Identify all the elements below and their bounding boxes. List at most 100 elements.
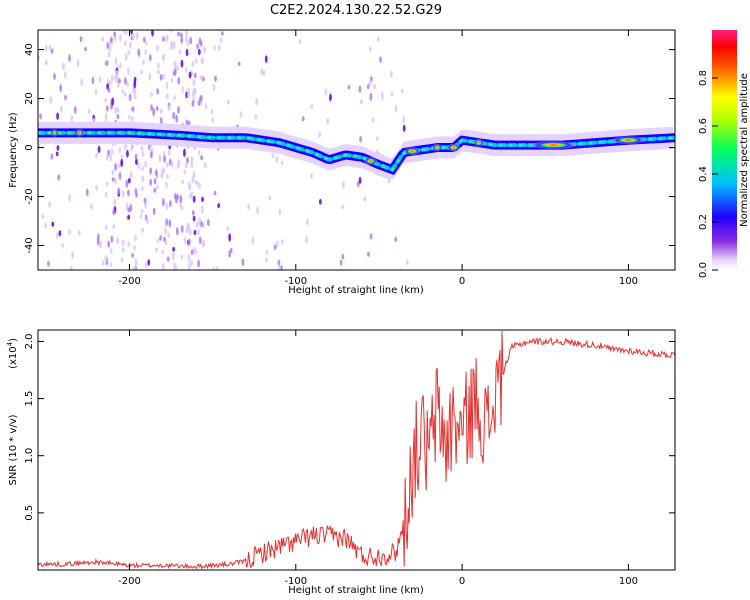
spectrogram-noise-dot bbox=[326, 117, 330, 125]
snr-y-tick-label: 1.5 bbox=[24, 391, 35, 407]
spectrogram-noise-dot bbox=[198, 236, 202, 245]
spectrogram-noise-dot bbox=[53, 73, 56, 81]
spectrogram-noise-dot bbox=[104, 112, 108, 120]
spectrogram-noise-dot bbox=[59, 105, 63, 113]
spectrogram-noise-dot bbox=[275, 239, 279, 249]
spectrogram-noise-dot bbox=[44, 222, 48, 229]
spectrogram-noise-dot bbox=[159, 117, 163, 126]
spectrogram-noise-dot bbox=[156, 44, 159, 52]
spectrogram-noise-dot bbox=[305, 235, 308, 244]
spectrogram-noise-dot bbox=[339, 259, 343, 266]
spectrogram-noise-dot bbox=[187, 254, 191, 262]
spectrogram-noise-dot bbox=[143, 197, 147, 204]
spectrogram-y-ticks: 40 20 0 -20 -40 bbox=[24, 43, 675, 254]
spectrogram-noise-dot bbox=[167, 149, 171, 156]
spectrogram-noise-dot bbox=[144, 41, 148, 46]
colorbar-label: Normalized spectral amplitude bbox=[739, 73, 750, 227]
spectrogram-noise-dot bbox=[120, 155, 124, 161]
spectrogram-noise-dot bbox=[198, 96, 202, 103]
spectrogram-noise-dot bbox=[134, 188, 138, 194]
spectrogram-noise-dot bbox=[187, 238, 191, 246]
spectrogram-noise-dot bbox=[194, 249, 198, 254]
spectrogram-noise-dot bbox=[44, 59, 48, 66]
spectrogram-noise-dot bbox=[217, 44, 221, 51]
spectrogram-noise-dot bbox=[131, 115, 134, 122]
spectrogram-noise-dot bbox=[402, 124, 406, 133]
spectrogram-noise-dot bbox=[154, 169, 158, 177]
spectrogram-hot-spot bbox=[473, 138, 484, 147]
spectrogram-noise-dot bbox=[149, 178, 153, 186]
spectrogram-y-tick-label: -40 bbox=[24, 237, 35, 253]
spectrogram-noise-dot bbox=[162, 166, 165, 174]
snr-line-layer bbox=[38, 331, 675, 570]
spectrogram-noise-dot bbox=[183, 236, 187, 244]
spectrogram-noise-dot bbox=[186, 40, 190, 47]
snr-x-tick-label: 100 bbox=[619, 576, 638, 587]
spectrogram-noise-dot bbox=[165, 202, 169, 211]
spectrogram-noise-dot bbox=[56, 145, 60, 151]
spectrogram-noise-dot bbox=[281, 239, 284, 245]
spectrogram-noise-dot bbox=[91, 76, 95, 85]
snr-x-axis-title: Height of straight line (km) bbox=[288, 585, 424, 596]
spectrogram-x-tick-label: 0 bbox=[459, 276, 465, 287]
snr-frame bbox=[37, 329, 676, 571]
spectrogram-noise-dot bbox=[175, 114, 179, 123]
spectrogram-hot-spot bbox=[432, 143, 443, 152]
spectrogram-noise-dot bbox=[131, 144, 134, 149]
spectrogram-noise-dot bbox=[63, 71, 67, 79]
spectrogram-noise-dot bbox=[180, 224, 184, 233]
spectrogram-noise-dot bbox=[192, 215, 196, 222]
spectrogram-noise-dot bbox=[101, 36, 105, 42]
spectrogram-noise-dot bbox=[110, 74, 114, 83]
spectrogram-noise-dot bbox=[85, 188, 89, 197]
spectrogram-noise-dot bbox=[202, 239, 206, 247]
spectrogram-noise-dot bbox=[368, 46, 372, 52]
spectrogram-noise-dot bbox=[347, 85, 351, 90]
spectrogram-noise-dot bbox=[116, 237, 119, 245]
spectrogram-noise-dot bbox=[219, 37, 223, 43]
spectrogram-frame bbox=[37, 29, 676, 271]
spectrogram-noise-dot bbox=[211, 116, 215, 123]
spectrogram-noise-dot bbox=[373, 83, 376, 90]
spectrogram-x-ticks: -200 -100 0 100 bbox=[118, 30, 638, 287]
spectrogram-noise-dot bbox=[180, 254, 184, 260]
spectrogram-noise-dot bbox=[193, 72, 197, 79]
snr-series-line bbox=[38, 331, 675, 570]
spectrogram-noise-dot bbox=[164, 227, 167, 235]
spectrogram-noise-dot bbox=[112, 209, 116, 216]
spectrogram-noise-dot bbox=[121, 247, 125, 253]
spectrogram-noise-dot bbox=[150, 91, 153, 98]
spectrogram-noise-dot bbox=[390, 91, 394, 97]
spectrogram-noise-dot bbox=[177, 31, 180, 37]
spectrogram-noise-dot bbox=[44, 44, 48, 52]
spectrogram-noise-dot bbox=[116, 113, 120, 120]
spectrogram-noise-dot bbox=[376, 36, 380, 42]
spectrogram-noise-dot bbox=[310, 104, 314, 109]
spectrogram-noise-dot bbox=[118, 78, 121, 84]
spectrogram-noise-dot bbox=[318, 198, 322, 205]
spectrogram-y-axis-title: Frequency (Hz) bbox=[8, 112, 19, 188]
spectrogram-noise-dot bbox=[62, 62, 65, 71]
spectrogram-noise-dot bbox=[111, 97, 115, 106]
colorbar-tick-label: 0.8 bbox=[698, 70, 709, 86]
spectrogram-noise-dot bbox=[188, 71, 192, 79]
spectrogram-noise-dot bbox=[68, 229, 72, 235]
spectrogram-noise-dot bbox=[165, 36, 169, 42]
spectrogram-noise-dot bbox=[41, 213, 45, 220]
spectrogram-noise-dot bbox=[185, 30, 188, 37]
spectrogram-noise-dot bbox=[187, 120, 191, 126]
spectrogram-noise-dot bbox=[104, 191, 108, 198]
spectrogram-noise-dot bbox=[200, 57, 204, 64]
spectrogram-noise-dot bbox=[198, 37, 202, 45]
spectrogram-noise-dot bbox=[144, 49, 148, 55]
spectrogram-noise-dot bbox=[214, 75, 217, 82]
spectrogram-noise-dot bbox=[73, 106, 77, 114]
spectrogram-noise-dot bbox=[400, 88, 404, 94]
spectrogram-noise-dot bbox=[113, 198, 117, 207]
spectrogram-noise-dot bbox=[206, 218, 210, 227]
spectrogram-noise-dot bbox=[305, 218, 309, 226]
spectrogram-x-tick-label: -200 bbox=[118, 276, 141, 287]
spectrogram-noise-dot bbox=[114, 177, 117, 185]
spectrogram-noise-dot bbox=[171, 252, 175, 261]
spectrogram-noise-dot bbox=[172, 111, 176, 120]
